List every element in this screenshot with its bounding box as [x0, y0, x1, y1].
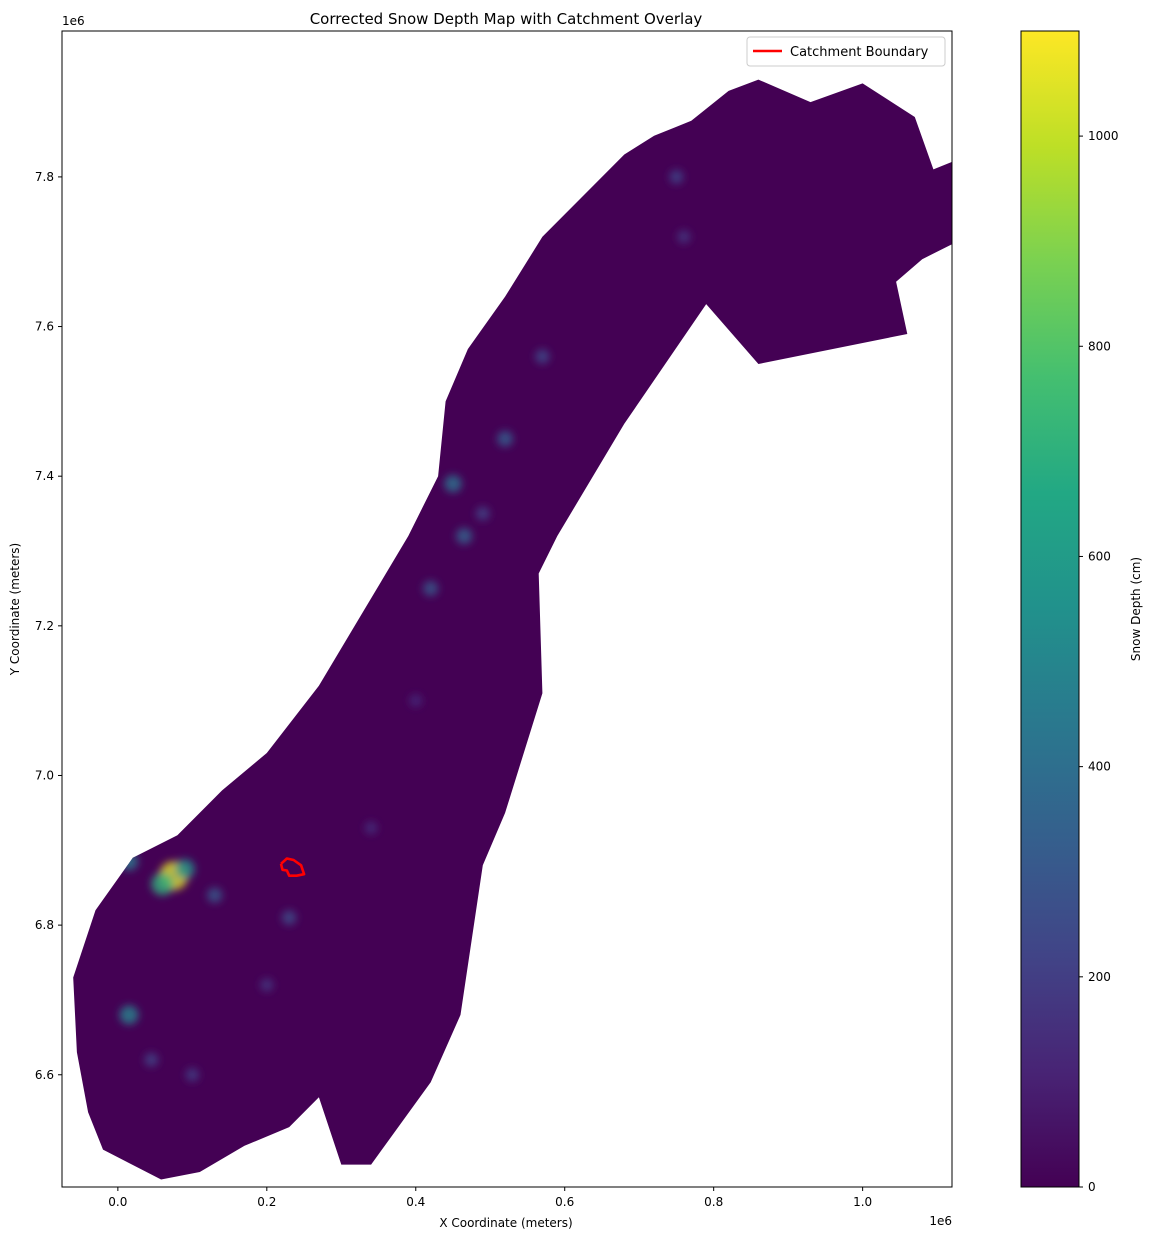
snow-hotspot	[475, 506, 490, 521]
colorbar-tick-label: 600	[1088, 549, 1111, 563]
snow-hotspot	[174, 859, 195, 880]
x-tick-label: 0.0	[108, 1195, 127, 1209]
y-tick-label: 7.0	[35, 768, 54, 782]
legend-label-catchment: Catchment Boundary	[790, 45, 929, 60]
legend-box	[746, 36, 946, 67]
snow-hotspot	[185, 1067, 200, 1082]
snow-hotspot	[497, 430, 514, 447]
axes-frame	[61, 30, 953, 1188]
snow-hotspot	[144, 1052, 159, 1067]
legend: Catchment Boundary	[746, 36, 946, 67]
snow-hotspot	[151, 872, 174, 896]
catchment-boundary	[279, 857, 306, 878]
snow-hotspot	[422, 580, 439, 597]
chart-title: Corrected Snow Depth Map with Catchment …	[310, 10, 703, 28]
colorbar-label: Snow Depth (cm)	[1129, 557, 1143, 661]
y-offset-label: 1e6	[62, 14, 85, 28]
snow-hotspot	[669, 169, 684, 184]
colorbar-tick-label: 0	[1088, 1180, 1096, 1194]
snow-hotspot	[444, 474, 462, 493]
x-tick-label: 1.0	[853, 1195, 872, 1209]
y-tick-label: 7.6	[35, 320, 54, 334]
x-axis-label: X Coordinate (meters)	[439, 1216, 572, 1230]
x-tick-label: 0.2	[257, 1195, 276, 1209]
snow-hotspot	[364, 821, 378, 835]
colorbar-tick-label: 400	[1088, 760, 1111, 774]
y-tick-label: 7.4	[35, 469, 54, 483]
colorbar-tick-label: 1000	[1088, 129, 1119, 143]
snow-hotspot	[409, 694, 423, 707]
y-axis-ticks: 6.6 6.8 7.0 7.2 7.4 7.6 7.8	[35, 170, 62, 1082]
snow-hotspot	[206, 887, 223, 903]
colorbar: 0 200 400 600 800 1000 Snow Depth (cm)	[1020, 30, 1143, 1194]
x-tick-label: 0.8	[704, 1195, 723, 1209]
y-tick-label: 6.6	[35, 1068, 54, 1082]
colorbar-frame	[1020, 30, 1080, 1188]
colorbar-tick-label: 200	[1088, 970, 1111, 984]
snow-hotspot	[281, 910, 297, 926]
snow-hotspot	[535, 349, 550, 364]
snow-hotspot	[119, 852, 139, 871]
map-plot-area	[73, 79, 952, 1180]
snow-hotspot	[677, 230, 691, 244]
snow-hotspot	[260, 978, 274, 992]
x-axis-ticks: 0.0 0.2 0.4 0.6 0.8 1.0	[108, 1187, 872, 1209]
colorbar-ticks: 0 200 400 600 800 1000	[1079, 129, 1119, 1194]
snow-hotspot	[119, 1005, 139, 1025]
colorbar-tick-label: 800	[1088, 339, 1111, 353]
y-tick-label: 7.2	[35, 619, 54, 633]
y-axis-label: Y Coordinate (meters)	[8, 543, 22, 676]
x-offset-label: 1e6	[929, 1214, 952, 1228]
colorbar-gradient	[1021, 31, 1079, 1187]
land-raster	[73, 79, 952, 1180]
snow-hotspot	[455, 527, 473, 545]
x-tick-label: 0.4	[406, 1195, 425, 1209]
x-tick-label: 0.6	[555, 1195, 574, 1209]
y-tick-label: 7.8	[35, 170, 54, 184]
y-tick-label: 6.8	[35, 918, 54, 932]
